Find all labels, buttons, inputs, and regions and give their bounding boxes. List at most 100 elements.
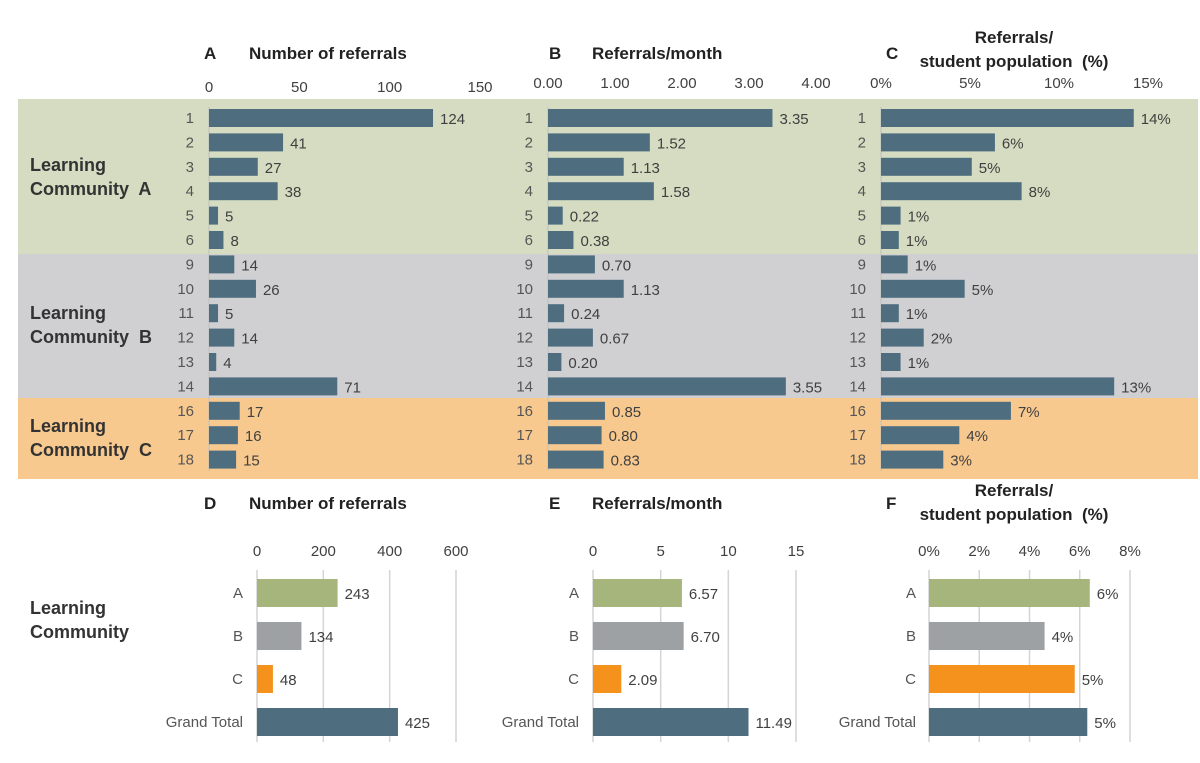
panel-b-bar (548, 133, 650, 152)
panel-a-tick-label: 0 (205, 79, 213, 96)
panel-c-bar (881, 328, 924, 347)
panel-e-category-label: Grand Total (502, 714, 579, 731)
panel-c-category-label: 4 (858, 183, 866, 200)
panel-e-value-label: 6.70 (691, 629, 720, 646)
panel-f-tick-label: 4% (1019, 543, 1041, 560)
panel-b-bar (548, 157, 624, 176)
panel-d-category-label: C (232, 671, 243, 688)
panel-c-category-label: 16 (849, 403, 866, 420)
panel-c-bar (881, 133, 995, 152)
panel-c-title-line1: Referrals/ (975, 28, 1054, 47)
panel-c-value-label: 2% (931, 331, 953, 348)
panel-b-category-label: 3 (525, 159, 533, 176)
panel-d-tick-label: 200 (311, 543, 336, 560)
panel-b-category-label: 4 (525, 183, 533, 200)
panel-c-bar (881, 231, 899, 249)
community-b-label-line1: Learning (30, 303, 106, 323)
panel-b-tick-label: 4.00 (801, 75, 830, 92)
summary-label-line1: Learning (30, 598, 106, 618)
panel-b-bar (548, 328, 593, 347)
panel-e-value-label: 2.09 (628, 672, 657, 689)
panel-c-category-label: 12 (849, 330, 866, 347)
summary-label-line2: Community (30, 622, 129, 642)
panel-b-title: Referrals/month (592, 44, 722, 63)
panel-c-category-label: 13 (849, 354, 866, 371)
panel-a-category-label: 9 (186, 256, 194, 273)
panel-c-tick-label: 0% (870, 75, 892, 92)
panel-f-bar (929, 622, 1045, 650)
panel-c-category-label: 6 (858, 232, 866, 249)
panel-b-category-label: 9 (525, 256, 533, 273)
panel-a-bar (209, 353, 217, 371)
panel-b-category-label: 18 (516, 452, 533, 469)
panel-c-value-label: 7% (1018, 404, 1040, 421)
panel-c-tick-label: 10% (1044, 75, 1074, 92)
panel-f-tick-label: 2% (968, 543, 990, 560)
panel-e-value-label: 11.49 (755, 715, 791, 732)
panel-a-tick-label: 50 (291, 79, 308, 96)
panel-a-bar (209, 182, 278, 201)
community-a-label-line2: Community A (30, 179, 151, 199)
panel-a-bar (209, 109, 434, 127)
panel-b-category-label: 5 (525, 208, 533, 225)
panel-a-category-label: 1 (186, 110, 194, 127)
panel-b-value-label: 0.85 (612, 404, 641, 421)
panel-a-bar (209, 304, 219, 323)
panel-e-bar (593, 579, 682, 607)
panel-a-bar (209, 231, 224, 249)
panel-b-bar (548, 353, 562, 371)
panel-c-tick-label: 15% (1133, 75, 1163, 92)
panel-c-value-label: 6% (1002, 135, 1024, 152)
panel-b-value-label: 0.67 (600, 331, 629, 348)
panel-b-value-label: 0.83 (611, 453, 640, 470)
panel-f-bar (929, 579, 1090, 607)
panel-a-category-label: 6 (186, 232, 194, 249)
panel-b-category-label: 14 (516, 378, 533, 395)
panel-c-category-label: 9 (858, 256, 866, 273)
panel-d-value-label: 48 (280, 672, 297, 689)
community-b-band (18, 254, 1198, 398)
panel-b-bar (548, 426, 602, 445)
panel-c-category-label: 2 (858, 134, 866, 151)
panel-f-category-label: Grand Total (839, 714, 916, 731)
panel-b-category-label: 12 (516, 330, 533, 347)
panel-b-value-label: 0.38 (580, 233, 609, 250)
panel-a-value-label: 124 (440, 111, 465, 128)
panel-b-value-label: 0.20 (568, 355, 597, 372)
panel-f-tick-label: 8% (1119, 543, 1141, 560)
panel-c-value-label: 5% (972, 282, 994, 299)
panel-d-value-label: 134 (308, 629, 333, 646)
panel-b-category-label: 1 (525, 110, 533, 127)
panel-c-value-label: 5% (979, 160, 1001, 177)
panel-f-category-label: B (906, 628, 916, 645)
panel-b-bar (548, 304, 565, 323)
panel-b-value-label: 0.22 (570, 209, 599, 226)
panel-c-value-label: 3% (950, 453, 972, 470)
panel-c-bar (881, 206, 901, 225)
panel-c-bar (881, 279, 965, 298)
panel-d-category-label: Grand Total (166, 714, 243, 731)
panel-f-title-line2: student population (%) (920, 505, 1109, 524)
panel-c-category-label: 17 (849, 427, 866, 444)
panel-a-bar (209, 401, 240, 420)
panel-a-category-label: 18 (177, 452, 194, 469)
panel-a-category-label: 5 (186, 208, 194, 225)
panel-a-bar (209, 133, 284, 152)
panel-f-tick-label: 6% (1069, 543, 1091, 560)
panel-d-category-label: A (233, 585, 243, 602)
panel-c-bar (881, 157, 972, 176)
community-c-label-line1: Learning (30, 416, 106, 436)
panel-a-bar (209, 328, 235, 347)
panel-e-category-label: B (569, 628, 579, 645)
panel-b-bar (548, 206, 563, 225)
panel-b-bar (548, 450, 604, 469)
panel-b-bar (548, 255, 595, 274)
panel-d-bar (257, 708, 398, 736)
panel-e-category-label: C (568, 671, 579, 688)
panel-c-value-label: 1% (915, 257, 937, 274)
panel-c-bar (881, 426, 960, 445)
panel-c-bar (881, 109, 1134, 127)
panel-e-title: Referrals/month (592, 494, 722, 513)
panel-e-category-label: A (569, 585, 579, 602)
panel-b-value-label: 0.80 (609, 428, 638, 445)
